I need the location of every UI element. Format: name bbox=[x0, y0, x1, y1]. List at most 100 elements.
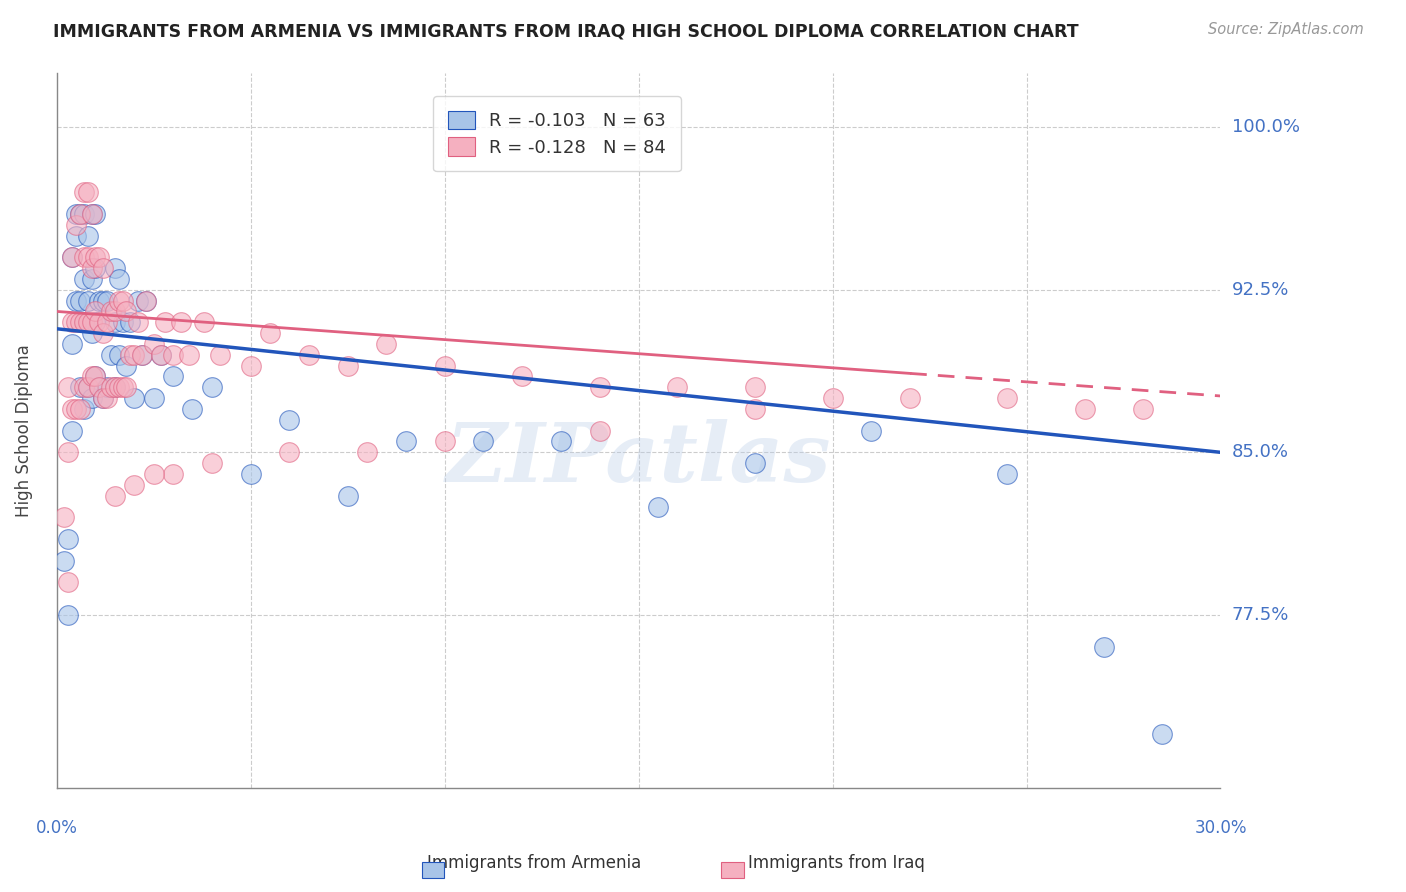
Point bbox=[111, 315, 134, 329]
Point bbox=[65, 218, 87, 232]
Point bbox=[60, 250, 83, 264]
Point bbox=[91, 391, 114, 405]
Point bbox=[73, 380, 96, 394]
Point bbox=[472, 434, 495, 449]
Point bbox=[73, 272, 96, 286]
Point bbox=[89, 315, 111, 329]
Point bbox=[193, 315, 215, 329]
Point bbox=[107, 272, 129, 286]
Text: 0.0%: 0.0% bbox=[35, 819, 77, 837]
Text: Source: ZipAtlas.com: Source: ZipAtlas.com bbox=[1208, 22, 1364, 37]
Point bbox=[65, 293, 87, 308]
Y-axis label: High School Diploma: High School Diploma bbox=[15, 344, 32, 517]
Point bbox=[115, 359, 138, 373]
Point bbox=[647, 500, 669, 514]
Point bbox=[127, 315, 149, 329]
Point bbox=[60, 337, 83, 351]
Point bbox=[91, 261, 114, 276]
Point bbox=[1132, 401, 1154, 416]
Point bbox=[744, 401, 766, 416]
Point bbox=[104, 489, 127, 503]
Text: Immigrants from Armenia: Immigrants from Armenia bbox=[427, 855, 641, 872]
Point bbox=[73, 250, 96, 264]
Point bbox=[115, 304, 138, 318]
Text: 30.0%: 30.0% bbox=[1194, 819, 1247, 837]
Point bbox=[115, 380, 138, 394]
Point bbox=[84, 315, 107, 329]
Point bbox=[53, 510, 76, 524]
Point bbox=[104, 380, 127, 394]
Point bbox=[84, 369, 107, 384]
Point bbox=[80, 326, 103, 340]
Point bbox=[80, 315, 103, 329]
Point bbox=[131, 348, 153, 362]
Point bbox=[239, 467, 262, 481]
Point bbox=[58, 445, 80, 459]
Point bbox=[135, 293, 157, 308]
Point bbox=[89, 293, 111, 308]
Point bbox=[73, 207, 96, 221]
Point bbox=[107, 348, 129, 362]
Point bbox=[131, 348, 153, 362]
Point bbox=[73, 315, 96, 329]
Point bbox=[239, 359, 262, 373]
Point bbox=[65, 315, 87, 329]
Point bbox=[744, 380, 766, 394]
Point bbox=[91, 326, 114, 340]
Point bbox=[111, 380, 134, 394]
Text: 85.0%: 85.0% bbox=[1232, 443, 1289, 461]
Point bbox=[76, 185, 98, 199]
Point bbox=[69, 380, 91, 394]
Point bbox=[181, 401, 204, 416]
Point bbox=[356, 445, 378, 459]
Point bbox=[278, 445, 301, 459]
Point bbox=[91, 391, 114, 405]
Point bbox=[104, 315, 127, 329]
Point bbox=[150, 348, 173, 362]
Point bbox=[100, 380, 122, 394]
Point bbox=[162, 348, 184, 362]
Text: 77.5%: 77.5% bbox=[1232, 606, 1289, 624]
Point bbox=[58, 575, 80, 590]
Point bbox=[375, 337, 398, 351]
Text: ZIPatlas: ZIPatlas bbox=[446, 419, 831, 500]
Point bbox=[1073, 401, 1095, 416]
Point bbox=[666, 380, 689, 394]
Point bbox=[111, 293, 134, 308]
Text: IMMIGRANTS FROM ARMENIA VS IMMIGRANTS FROM IRAQ HIGH SCHOOL DIPLOMA CORRELATION : IMMIGRANTS FROM ARMENIA VS IMMIGRANTS FR… bbox=[53, 22, 1078, 40]
Point bbox=[58, 607, 80, 622]
Point bbox=[65, 228, 87, 243]
Point bbox=[84, 261, 107, 276]
Point bbox=[162, 369, 184, 384]
Point bbox=[104, 261, 127, 276]
Point bbox=[89, 380, 111, 394]
Point bbox=[201, 380, 224, 394]
Point bbox=[433, 359, 456, 373]
Point bbox=[336, 359, 359, 373]
Point bbox=[1152, 727, 1174, 741]
Point bbox=[80, 391, 103, 405]
Point bbox=[336, 489, 359, 503]
Point bbox=[550, 434, 572, 449]
Point bbox=[995, 467, 1018, 481]
Point bbox=[76, 250, 98, 264]
Point bbox=[80, 369, 103, 384]
Point bbox=[60, 315, 83, 329]
Point bbox=[84, 250, 107, 264]
Point bbox=[122, 478, 145, 492]
Point bbox=[135, 293, 157, 308]
Point bbox=[80, 207, 103, 221]
Point bbox=[142, 467, 165, 481]
Point bbox=[208, 348, 231, 362]
Point bbox=[65, 207, 87, 221]
Point bbox=[177, 348, 200, 362]
Point bbox=[259, 326, 281, 340]
Point bbox=[73, 315, 96, 329]
Point bbox=[96, 391, 118, 405]
Point bbox=[73, 401, 96, 416]
Point bbox=[122, 348, 145, 362]
Point bbox=[142, 337, 165, 351]
Point bbox=[100, 304, 122, 318]
Point bbox=[96, 380, 118, 394]
Point bbox=[127, 293, 149, 308]
